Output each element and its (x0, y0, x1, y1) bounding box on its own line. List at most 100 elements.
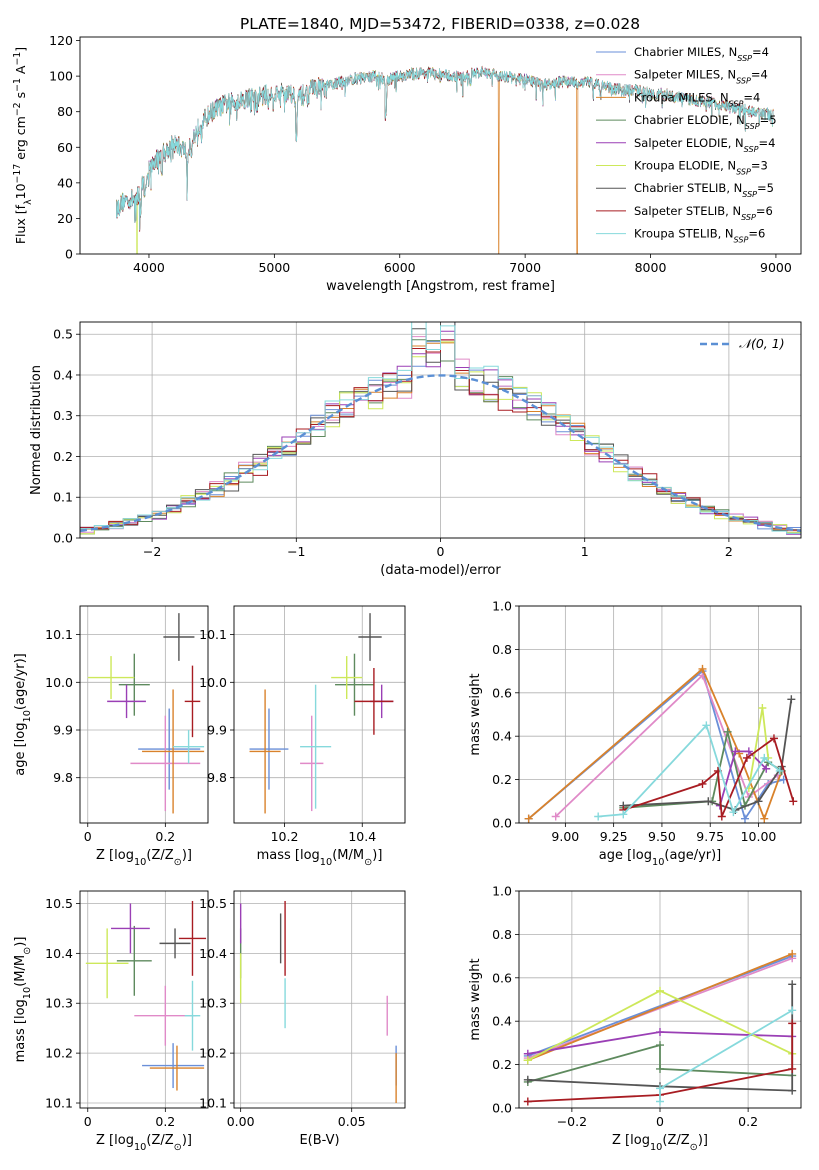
y-tick-label: 10.1 (199, 627, 227, 642)
y-tick-label: 0.0 (492, 816, 512, 831)
legend-label-se: Salpeter ELODIE, NSSP=4 (634, 136, 775, 154)
y-tick-label: 9.8 (207, 770, 227, 785)
x-tick-label: 9.00 (551, 829, 579, 844)
x-tick-label: 1 (581, 544, 589, 559)
weight-marker-ss (523, 1097, 532, 1106)
axes-frame (79, 321, 802, 539)
axes-frame (79, 890, 209, 1109)
y-axis-label: age [log10(age/yr)] (13, 653, 33, 776)
grid (80, 891, 208, 1108)
chart-weight-vs-age: 9.00 9.25 9.50 9.75 10.00 0.0 0.2 0.4 0.6 0.8 1.0 a… (468, 599, 802, 868)
legend-label-ss: Salpeter STELIB, NSSP=6 (634, 204, 773, 222)
weight-marker-ke (656, 986, 664, 995)
weight-marker-se (744, 747, 753, 756)
weight-marker-ss (788, 1064, 797, 1073)
grid (234, 891, 405, 1108)
weight-marker-km (524, 814, 533, 823)
axes-frame (518, 890, 802, 1109)
plot-area (87, 613, 205, 814)
x-tick-label: 0.00 (227, 1114, 255, 1129)
y-tick-label: 10.3 (199, 996, 227, 1011)
plot-area (523, 949, 797, 1106)
x-axis-label: Z [log10(Z/Z⊙)] (96, 848, 192, 868)
y-tick-label: 1.0 (492, 884, 512, 899)
y-tick-label: 0.8 (492, 642, 512, 657)
x-tick-label: 0 (84, 829, 92, 844)
grid (519, 890, 801, 1109)
plot-area (80, 322, 801, 538)
x-axis-label: age [log10(age/yr)] (599, 848, 722, 868)
y-tick-label: 10.5 (45, 896, 73, 911)
weight-marker-ks (619, 810, 628, 819)
y-tick-label: 10.4 (199, 946, 227, 961)
y-axis-label: Flux [fλ10−17 erg cm−2 s−1 A−1] (12, 47, 34, 244)
x-tick-label: 0 (84, 1114, 92, 1129)
x-tick-label: 9.50 (648, 829, 676, 844)
legend-label-cs: Chabrier STELIB, NSSP=5 (634, 181, 774, 199)
y-tick-label: 10.1 (45, 627, 73, 642)
x-tick-label: 0.2 (155, 829, 175, 844)
y-tick-label: 0.5 (53, 327, 73, 342)
weight-line-km (527, 953, 793, 1062)
figure-title: PLATE=1840, MJD=53472, FIBERID=0338, z=0… (240, 15, 640, 33)
y-tick-label: 10.1 (45, 1096, 73, 1111)
spectrum-line-ks (116, 66, 774, 231)
axes-frame (518, 605, 802, 824)
legend-label-ce: Chabrier ELODIE, NSSP=5 (634, 113, 777, 131)
x-tick-label: 10.00 (741, 829, 777, 844)
x-axis-label: E(B-V) (299, 1133, 339, 1148)
y-tick-label: 10.3 (45, 996, 73, 1011)
chart-age-vs-mass: 10.2 10.4 9.8 9.9 10.0 10.1 mass [log10(M/M⊙)] (199, 605, 406, 868)
y-tick-label: 80 (57, 104, 73, 119)
weight-marker-cs (788, 980, 797, 989)
x-axis-label: wavelength [Angstrom, rest frame] (326, 279, 555, 294)
axes-frame (233, 605, 406, 824)
legend-label-gaussian: 𝒩(0, 1) (739, 336, 785, 351)
y-tick-label: 10.2 (199, 1046, 227, 1061)
plot-area (116, 65, 774, 254)
legend-label-sm: Salpeter MILES, NSSP=4 (634, 68, 768, 86)
y-tick-label: 20 (57, 211, 73, 226)
y-tick-label: 0.0 (492, 1101, 512, 1116)
x-tick-label: 4000 (133, 260, 165, 275)
weight-marker-ks (656, 1084, 664, 1093)
gaussian-curve (80, 374, 801, 533)
weight-marker-cm (740, 814, 749, 823)
axes-frame (79, 36, 802, 255)
weight-line-sm (527, 957, 793, 1059)
y-tick-label: 9.9 (207, 723, 227, 738)
weight-marker-ss (742, 753, 751, 762)
y-tick-label: 0.2 (53, 449, 73, 464)
plot-area (524, 664, 798, 823)
x-tick-label: −1 (287, 544, 305, 559)
weight-line-ks (598, 723, 781, 818)
y-tick-label: 1.0 (492, 599, 512, 614)
x-tick-label: −2 (143, 544, 161, 559)
x-tick-label: 10.2 (271, 829, 299, 844)
weight-marker-se (731, 747, 740, 756)
weight-marker-ss (788, 1019, 797, 1028)
x-tick-label: 2 (725, 544, 733, 559)
grid (234, 606, 405, 823)
weight-line-ce (527, 1043, 793, 1083)
y-tick-label: 0.8 (492, 927, 512, 942)
weight-marker-ks (775, 766, 784, 775)
grid (80, 606, 208, 823)
plot-area (249, 613, 394, 814)
weight-marker-ss (789, 797, 798, 806)
y-tick-label: 9.9 (53, 723, 73, 738)
x-axis-label: mass [log10(M/M⊙)] (257, 848, 383, 868)
weight-marker-ks (702, 721, 711, 730)
x-tick-label: 9.25 (600, 829, 628, 844)
weight-marker-se (762, 764, 771, 773)
x-tick-label: 8000 (635, 260, 667, 275)
x-axis-label: Z [log10(Z/Z⊙)] (96, 1133, 192, 1153)
axes-frame (233, 890, 406, 1109)
weight-marker-se (656, 1028, 664, 1037)
weight-line-cm (527, 955, 793, 1057)
weight-line-ss (527, 1023, 794, 1103)
chart-weight-vs-Z: −0.2 0 0.2 0.0 0.2 0.4 0.6 0.8 1.0 Z [log10(Z/Z⊙)… (468, 884, 802, 1153)
weight-marker-ks (729, 808, 738, 817)
chart-spectrum: 4000 5000 6000 7000 8000 9000 0 20 40 60 80 100 120 w… (12, 33, 802, 294)
